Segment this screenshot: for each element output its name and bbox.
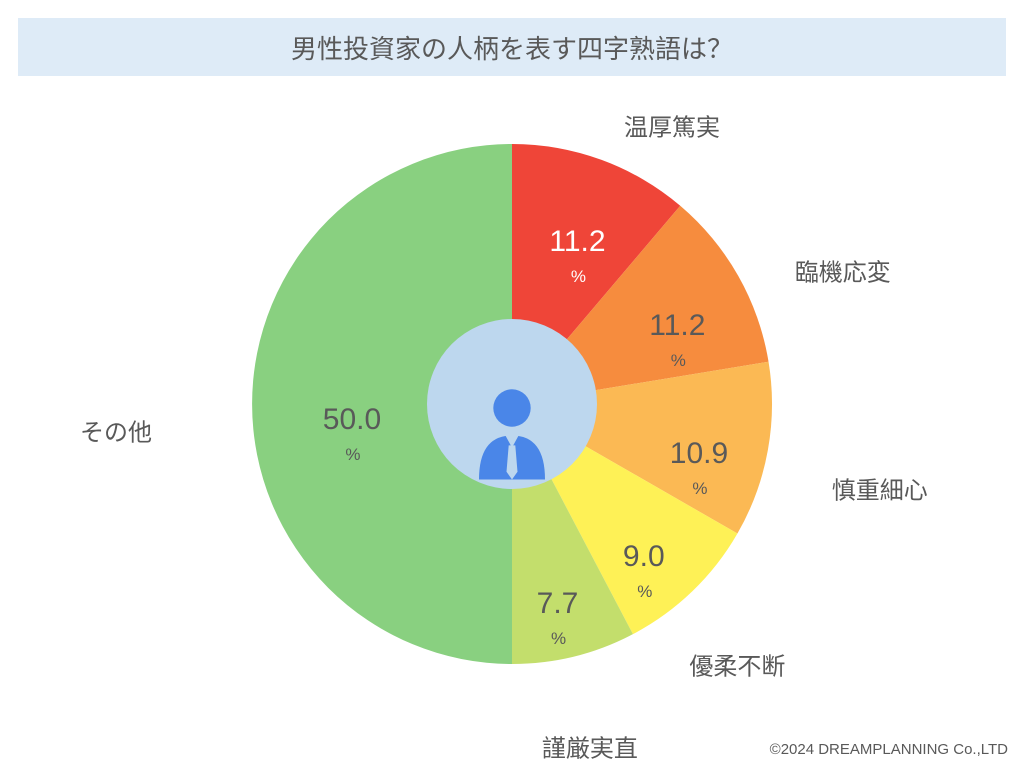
pie-chart: 11.2%11.2%10.9%9.0%7.7%50.0% 温厚篤実臨機応変慎重細… — [0, 80, 1024, 728]
slice-value-number: 7.7 — [537, 587, 579, 621]
percent-symbol: % — [571, 267, 586, 287]
slice-value: 9.0% — [623, 540, 665, 594]
percent-symbol: % — [637, 582, 652, 602]
copyright: ©2024 DREAMPLANNING Co.,LTD — [770, 741, 1008, 758]
percent-symbol: % — [551, 629, 566, 649]
slice-label: 謹厳実直 — [542, 728, 638, 763]
pie-center — [427, 345, 597, 515]
slice-label: 臨機応変 — [795, 252, 891, 287]
slice-value-number: 9.0 — [623, 540, 665, 574]
slice-value-number: 11.2 — [649, 309, 705, 343]
slice-value: 11.2% — [649, 309, 705, 363]
businessman-icon — [457, 375, 567, 485]
percent-symbol: % — [692, 479, 707, 499]
percent-symbol: % — [671, 351, 686, 371]
percent-symbol: % — [345, 445, 360, 465]
slice-label: 優柔不断 — [689, 647, 785, 682]
slice-label: 温厚篤実 — [624, 107, 720, 142]
slice-value-number: 10.9 — [670, 437, 728, 471]
slice-value: 10.9% — [670, 437, 728, 491]
slice-value: 50.0% — [323, 403, 381, 457]
slice-label: 慎重細心 — [832, 470, 928, 505]
slice-value-number: 50.0 — [323, 403, 381, 437]
slice-value: 11.2% — [549, 225, 605, 279]
slice-label: その他 — [80, 413, 152, 448]
slice-value-number: 11.2 — [549, 225, 605, 259]
slice-value: 7.7% — [537, 587, 579, 641]
